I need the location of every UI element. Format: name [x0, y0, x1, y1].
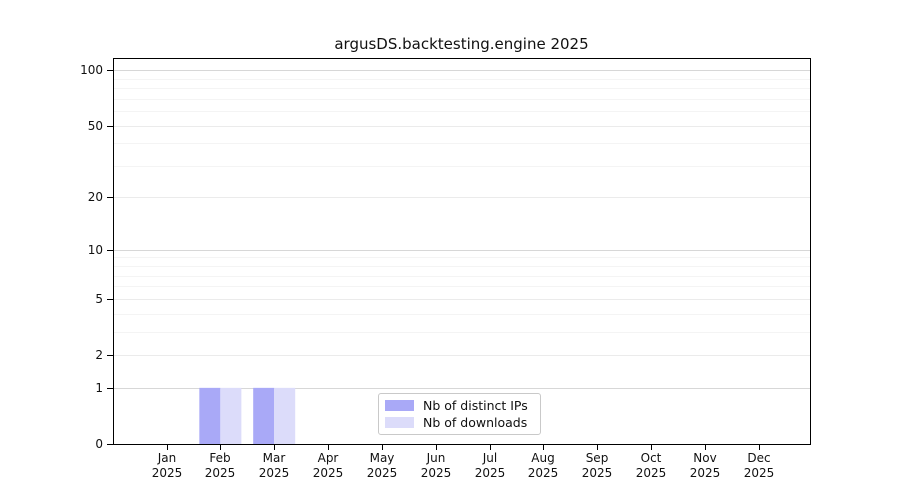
y-tick-label: 5 [95, 292, 103, 306]
x-tick-label-year: 2025 [313, 466, 344, 480]
x-tick-label-year: 2025 [475, 466, 506, 480]
x-tick-label-year: 2025 [744, 466, 775, 480]
y-tick-label: 100 [80, 63, 103, 77]
chart-title: argusDS.backtesting.engine 2025 [334, 35, 589, 53]
legend-item-downloads: Nb of downloads [385, 414, 534, 431]
x-tick-label-year: 2025 [205, 466, 236, 480]
chart-legend: Nb of distinct IPs Nb of downloads [378, 393, 541, 435]
axes-frame [113, 58, 811, 445]
x-tick-label-month: Jul [482, 451, 497, 465]
legend-swatch-distinct-ips [385, 399, 414, 411]
x-tick-label-month: Jun [426, 451, 446, 465]
x-tick-label-year: 2025 [367, 466, 398, 480]
legend-item-distinct-ips: Nb of distinct IPs [385, 397, 534, 414]
x-tick-label-month: Aug [531, 451, 554, 465]
bar-downloads-mar-2025 [274, 387, 296, 444]
x-tick-label-month: Jan [157, 451, 177, 465]
x-tick-label-month: Mar [263, 451, 286, 465]
bar-distinct-ips-feb-2025 [199, 387, 221, 444]
y-tick-label: 0 [95, 437, 103, 451]
y-tick-label: 2 [95, 348, 103, 362]
legend-label-distinct-ips: Nb of distinct IPs [423, 397, 528, 413]
x-tick-label-year: 2025 [690, 466, 721, 480]
y-tick-label: 1 [95, 381, 103, 395]
bar-downloads-feb-2025 [220, 387, 242, 444]
x-tick-label-month: Nov [693, 451, 716, 465]
x-tick-label-month: Oct [641, 451, 662, 465]
y-tick-label: 50 [88, 119, 103, 133]
y-tick-label: 10 [88, 243, 103, 257]
x-tick-label-year: 2025 [636, 466, 667, 480]
x-tick-label-year: 2025 [421, 466, 452, 480]
bar-distinct-ips-mar-2025 [253, 387, 275, 444]
x-tick-label-month: Sep [586, 451, 609, 465]
x-tick-label-year: 2025 [152, 466, 183, 480]
x-tick-label-year: 2025 [528, 466, 559, 480]
legend-label-downloads: Nb of downloads [423, 415, 528, 431]
legend-swatch-downloads [385, 417, 414, 429]
x-tick-label-month: Dec [747, 451, 770, 465]
x-tick-label-month: Apr [318, 451, 339, 465]
x-tick-label-month: May [370, 451, 395, 465]
x-tick-label-year: 2025 [259, 466, 290, 480]
x-tick-label-year: 2025 [582, 466, 613, 480]
y-tick-label: 20 [88, 190, 103, 204]
x-tick-label-month: Feb [209, 451, 230, 465]
